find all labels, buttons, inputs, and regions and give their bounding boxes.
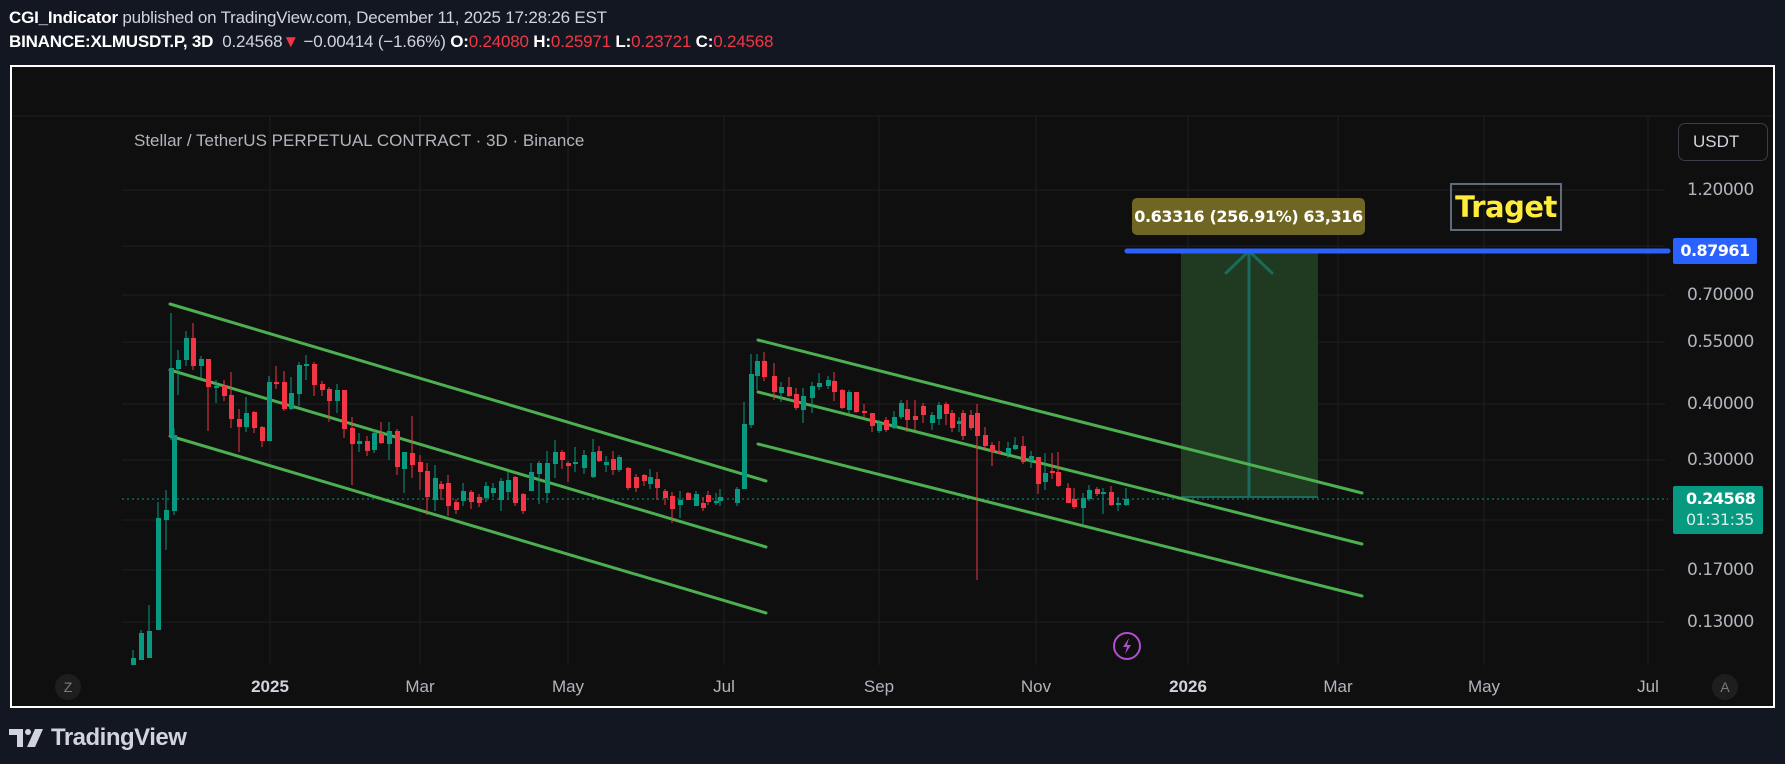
y-tick: 0.40000 <box>1687 394 1754 414</box>
measure-label: 0.63316 (256.91%) 63,316 <box>1132 198 1365 235</box>
publish-text: published on TradingView.com, December 1… <box>117 8 607 27</box>
brand-name: TradingView <box>51 724 187 751</box>
zoom-reset-button[interactable]: Z <box>55 674 81 700</box>
target-price-label: 0.87961 <box>1673 238 1757 264</box>
y-tick: 0.70000 <box>1687 285 1754 305</box>
channel-1 <box>168 302 768 615</box>
x-tick: May <box>1467 677 1501 696</box>
y-tick: 0.13000 <box>1687 612 1754 632</box>
tradingview-logo-icon <box>9 729 43 747</box>
x-tick: Jul <box>1637 677 1659 696</box>
open-value: 0.24080 <box>468 32 529 51</box>
last-price-label: 0.24568 01:31:35 <box>1673 486 1763 534</box>
candles <box>131 313 1129 665</box>
down-arrow-icon: ▼ <box>282 32 299 51</box>
auto-scale-button[interactable]: A <box>1712 674 1738 700</box>
y-tick: 0.17000 <box>1687 560 1754 580</box>
symbol-title: Stellar / TetherUS PERPETUAL CONTRACT · … <box>134 131 585 150</box>
high-label: H: <box>533 32 551 51</box>
x-tick: Sep <box>863 677 895 696</box>
target-annotation[interactable]: Traget <box>1450 183 1562 231</box>
x-tick: 2026 <box>1169 677 1207 696</box>
lightning-icon[interactable] <box>1113 632 1141 660</box>
x-tick: 2025 <box>251 677 289 696</box>
low-value: 0.23721 <box>631 32 692 51</box>
y-tick: 1.20000 <box>1687 180 1754 200</box>
symbol-label: BINANCE:XLMUSDT.P, 3D <box>9 32 214 51</box>
close-value: 0.24568 <box>713 32 774 51</box>
x-tick: May <box>551 677 585 696</box>
x-tick: Mar <box>1323 677 1353 696</box>
open-label: O: <box>450 32 469 51</box>
publish-info: CGI_Indicator published on TradingView.c… <box>9 8 607 28</box>
x-tick: Jul <box>713 677 735 696</box>
close-label: C: <box>695 32 714 51</box>
price-change: −0.00414 (−1.66%) <box>303 32 446 51</box>
y-tick: 0.55000 <box>1687 332 1754 352</box>
countdown-timer: 01:31:35 <box>1686 510 1754 529</box>
x-tick: Nov <box>1020 677 1052 696</box>
chart-frame <box>10 65 1775 708</box>
tradingview-logo: TradingView <box>9 724 187 752</box>
ohlc-legend: BINANCE:XLMUSDT.P, 3D 0.24568▼ −0.00414 … <box>9 32 773 52</box>
low-label: L: <box>615 32 632 51</box>
currency-button[interactable]: USDT <box>1678 123 1768 161</box>
x-tick: Mar <box>405 677 435 696</box>
channel-2 <box>756 338 1364 598</box>
author-name: CGI_Indicator <box>9 8 118 27</box>
high-value: 0.25971 <box>550 32 611 51</box>
last-price: 0.24568 <box>222 32 283 51</box>
y-tick: 0.30000 <box>1687 450 1754 470</box>
last-price-value: 0.24568 <box>1686 489 1756 508</box>
